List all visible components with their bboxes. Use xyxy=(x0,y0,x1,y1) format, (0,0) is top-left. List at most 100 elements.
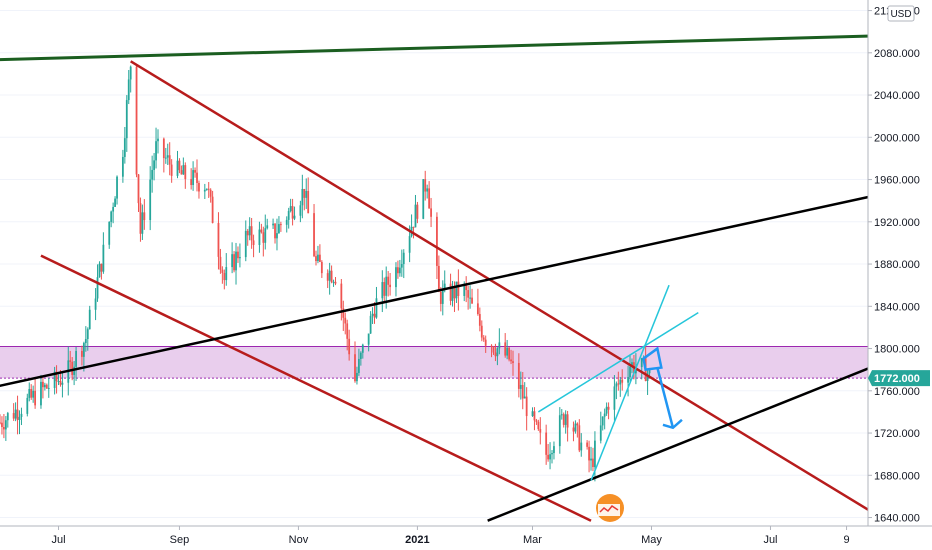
time-tick-label: May xyxy=(641,534,662,546)
candle-body xyxy=(42,381,44,388)
candle-body xyxy=(318,254,321,262)
candle-body xyxy=(315,256,317,262)
candle-body xyxy=(244,230,247,258)
candle-body xyxy=(94,298,97,310)
candle-body xyxy=(615,383,618,387)
candle-body xyxy=(480,325,483,338)
price-tick-label: 1840.000 xyxy=(874,301,920,313)
candle-body xyxy=(157,138,159,142)
candle-body xyxy=(387,276,390,285)
candle-body xyxy=(266,225,269,229)
candle-body xyxy=(607,406,610,410)
price-tick-label: 1800.000 xyxy=(874,344,920,356)
candle-body xyxy=(69,360,72,362)
candle-body xyxy=(504,342,507,356)
candle-body xyxy=(617,383,620,385)
drawings-layer[interactable] xyxy=(0,34,877,522)
candle-body xyxy=(262,232,265,243)
candle-body xyxy=(203,189,206,192)
candle-body xyxy=(116,176,118,199)
candle-body xyxy=(471,297,473,304)
candle-body xyxy=(574,423,577,432)
candle-body xyxy=(20,413,23,417)
trend-line-channel-lower xyxy=(40,254,592,522)
candle-body xyxy=(402,252,405,265)
candle-body xyxy=(580,442,583,451)
candle-body xyxy=(141,212,144,234)
candle-body xyxy=(61,382,64,385)
candle-body xyxy=(369,315,372,334)
candle-body xyxy=(545,432,548,455)
candle-body xyxy=(151,169,154,180)
candle-body xyxy=(143,212,146,221)
candle-body xyxy=(219,256,222,270)
candle-body xyxy=(482,337,485,340)
candle-body xyxy=(293,215,296,219)
candle-body xyxy=(408,236,411,253)
candle-body xyxy=(414,204,417,228)
candle-body xyxy=(451,285,454,301)
candle-body xyxy=(209,189,212,197)
arrow-shaft xyxy=(656,367,675,429)
candle-body xyxy=(301,188,304,206)
candle-body xyxy=(82,343,85,357)
candle-body xyxy=(278,224,280,234)
candle-body xyxy=(566,414,569,428)
candle-body xyxy=(627,377,629,383)
candle-body xyxy=(613,386,616,410)
candle-body xyxy=(14,409,17,419)
candle-body xyxy=(170,164,173,176)
candle-body xyxy=(537,421,540,430)
candle-body xyxy=(340,283,343,309)
candle-body xyxy=(125,100,128,139)
candle-body xyxy=(139,203,142,234)
candle-body xyxy=(291,206,294,219)
candle-body xyxy=(449,283,452,301)
candle-body xyxy=(110,211,113,222)
candle-body xyxy=(592,458,594,468)
candle-body xyxy=(551,453,553,455)
candle-body xyxy=(398,267,401,274)
candle-body xyxy=(207,188,210,190)
candle-body xyxy=(549,454,551,460)
tradingview-logo-icon[interactable] xyxy=(596,494,624,522)
price-tick-label: 2080.000 xyxy=(874,48,920,60)
candle-body xyxy=(469,297,471,299)
candle-body xyxy=(192,170,195,186)
candle-body xyxy=(523,396,526,399)
candle-body xyxy=(395,267,397,288)
candle-body xyxy=(539,429,542,433)
time-axis[interactable]: Jul Sep Nov 2021 Mar May Jul 9 xyxy=(0,525,932,550)
candle-body xyxy=(237,251,239,259)
candle-body xyxy=(178,160,181,171)
candle-body xyxy=(274,223,276,239)
candle-body xyxy=(305,190,308,198)
currency-label: USD xyxy=(890,9,911,20)
candle-body xyxy=(496,348,499,357)
price-tick-label: 2000.000 xyxy=(874,132,920,144)
candle-body xyxy=(127,79,130,101)
candle-body xyxy=(3,426,5,430)
price-tick-label: 2040.000 xyxy=(874,90,920,102)
current-price-label: 1772.000 xyxy=(874,373,920,385)
candle-body xyxy=(250,226,253,241)
candle-body xyxy=(34,390,37,406)
candle-body xyxy=(648,369,651,374)
candle-body xyxy=(18,416,21,420)
candle-body xyxy=(441,288,444,304)
candle-body xyxy=(371,313,374,316)
candle-body xyxy=(424,179,427,192)
candle-body xyxy=(533,411,536,421)
price-axis[interactable]: 2120.0002080.0002040.0002000.0001960.000… xyxy=(867,0,932,550)
candle-body xyxy=(196,172,198,183)
candle-body xyxy=(258,229,261,245)
candle-body xyxy=(217,222,220,257)
candle-body xyxy=(344,317,347,324)
candle-body xyxy=(525,396,528,417)
candle-body xyxy=(264,228,267,243)
candle-body xyxy=(71,361,74,375)
candle-body xyxy=(631,362,633,367)
time-tick-label: Nov xyxy=(289,534,309,546)
